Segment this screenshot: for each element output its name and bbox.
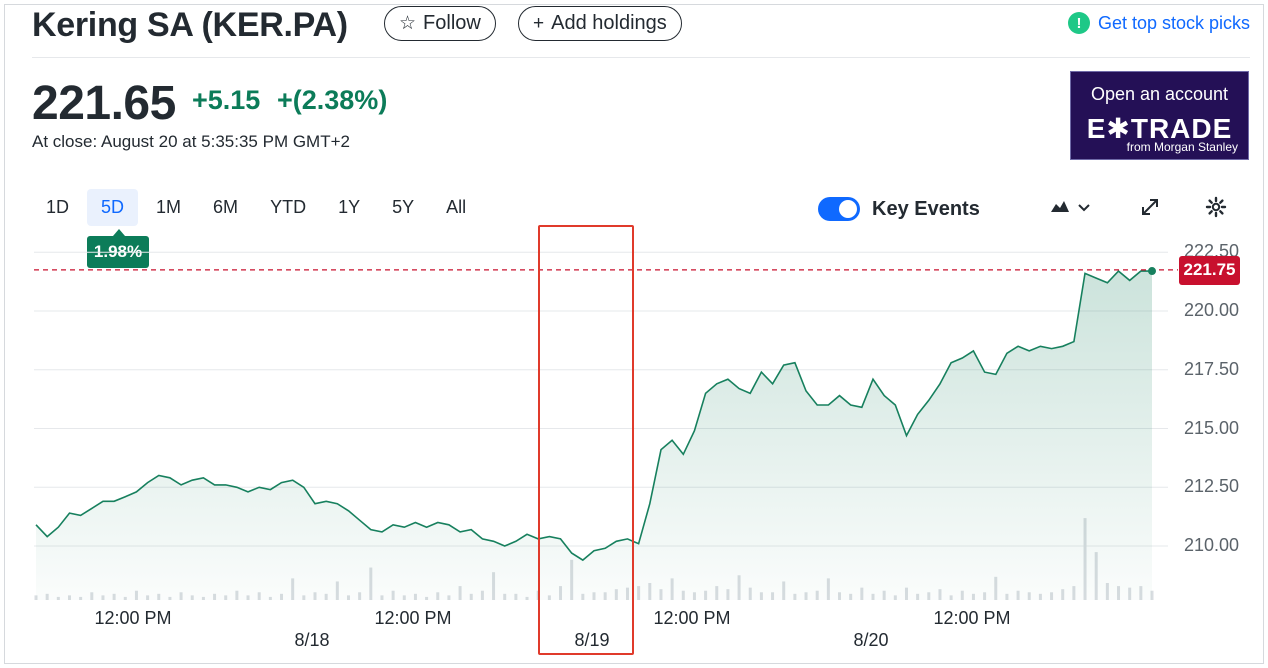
current-price: 221.65 xyxy=(32,77,176,130)
follow-button[interactable]: ☆ Follow xyxy=(384,6,496,41)
toggle-knob xyxy=(839,200,857,218)
plus-icon: + xyxy=(533,12,545,34)
range-tab-1d[interactable]: 1D xyxy=(46,197,70,217)
y-tick-label: 217.50 xyxy=(1184,358,1240,379)
add-holdings-button[interactable]: + Add holdings xyxy=(518,6,682,41)
expand-icon xyxy=(1142,199,1158,215)
top-stock-picks-link[interactable]: ! Get top stock picks xyxy=(1067,12,1250,34)
fullscreen-button[interactable] xyxy=(1139,196,1161,224)
y-tick-label: 220.00 xyxy=(1184,300,1240,320)
date-label: 8/20 xyxy=(853,630,889,650)
mountain-chart-icon xyxy=(1051,201,1090,212)
ad-tagline: from Morgan Stanley xyxy=(1126,140,1238,154)
follow-label: Follow xyxy=(423,12,481,34)
etrade-ad[interactable]: Open an account E✱TRADE from Morgan Stan… xyxy=(1070,71,1249,160)
range-tab-6m[interactable]: 6M xyxy=(213,197,239,217)
y-tick-label: 212.50 xyxy=(1184,476,1240,497)
price-change: +5.15 xyxy=(192,85,261,115)
ad-brand-logo: E✱TRADE xyxy=(1086,113,1233,144)
exclamation-icon: ! xyxy=(1067,12,1090,34)
range-tab-1m[interactable]: 1M xyxy=(156,197,182,217)
chevron-down-icon xyxy=(1078,204,1090,212)
price-area xyxy=(36,271,1152,600)
key-events-label: Key Events xyxy=(872,198,980,220)
range-tab-5y[interactable]: 5Y xyxy=(392,197,415,217)
header-divider xyxy=(32,57,1250,58)
price-change-percent: +(2.38%) xyxy=(277,85,388,115)
highlight-annotation-box xyxy=(538,225,634,655)
chart-type-dropdown[interactable] xyxy=(1049,196,1095,224)
ad-headline: Open an account xyxy=(1090,84,1229,104)
date-label: 8/19 xyxy=(574,630,610,650)
key-events-toggle[interactable] xyxy=(818,197,860,221)
y-tick-label: 210.00 xyxy=(1184,535,1240,555)
page-title: Kering SA (KER.PA) xyxy=(32,6,348,44)
range-tab-1y[interactable]: 1Y xyxy=(338,197,361,217)
x-tick-label: 12:00 PM xyxy=(933,608,1011,628)
last-price-dot xyxy=(1148,267,1156,276)
close-time: At close: August 20 at 5:35:35 PM GMT+2 xyxy=(32,132,350,151)
add-holdings-label: Add holdings xyxy=(551,12,667,34)
gear-icon xyxy=(1205,196,1227,218)
x-tick-label: 12:00 PM xyxy=(653,608,731,628)
time-range-tabs: 1D 5D 1M 6M YTD 1Y 5Y All xyxy=(32,189,484,226)
star-icon: ☆ xyxy=(399,13,417,34)
top-stock-picks-label: Get top stock picks xyxy=(1097,12,1250,33)
range-tab-ytd[interactable]: YTD xyxy=(270,197,307,217)
page-frame xyxy=(4,4,1264,664)
x-tick-label: 12:00 PM xyxy=(94,608,172,628)
date-label: 8/18 xyxy=(294,630,330,650)
chart-settings-button[interactable] xyxy=(1205,196,1227,224)
range-tab-5d[interactable]: 5D xyxy=(87,189,139,226)
price-line xyxy=(35,270,1152,562)
y-tick-label: 215.00 xyxy=(1184,417,1240,438)
range-tab-all[interactable]: All xyxy=(446,197,467,217)
current-value-tag: 221.75 xyxy=(1179,255,1240,285)
x-tick-label: 12:00 PM xyxy=(374,608,452,628)
